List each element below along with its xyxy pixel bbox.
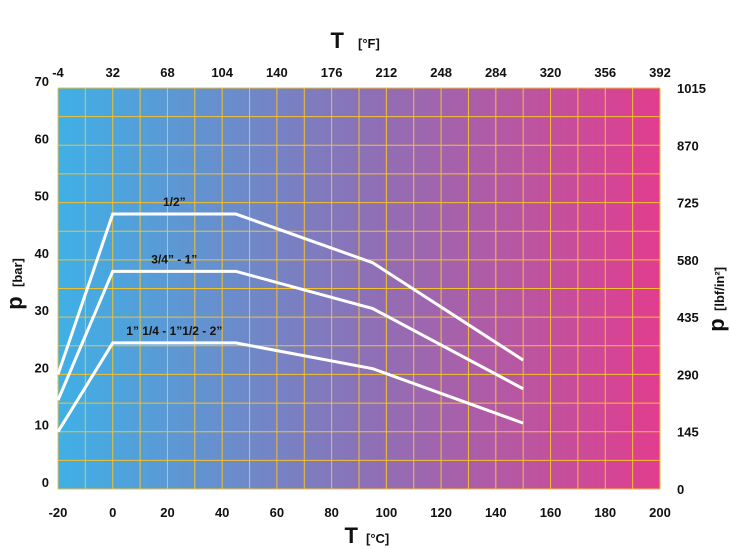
top-axis-symbol: T — [331, 28, 345, 53]
x2-tick-label: 284 — [485, 65, 507, 80]
right-axis-symbol: p — [704, 318, 729, 331]
left-axis-unit: [bar] — [10, 258, 25, 287]
series-line — [56, 269, 524, 401]
x-tick-label: 160 — [540, 505, 562, 520]
x-tick-label: 180 — [594, 505, 616, 520]
y2-tick-label: 1015 — [677, 81, 706, 96]
y2-tick-label: 145 — [677, 425, 699, 440]
y-tick-label: 60 — [35, 131, 49, 146]
x-tick-label: 40 — [215, 505, 229, 520]
x-tick-label: 20 — [160, 505, 174, 520]
x-tick-label: 80 — [324, 505, 338, 520]
series-line — [56, 212, 524, 375]
series-label: 1” 1/4 - 1”1/2 - 2” — [126, 324, 222, 338]
y2-tick-label: 0 — [677, 482, 684, 497]
left-axis-symbol: p — [2, 296, 27, 309]
top-axis-unit: [°F] — [358, 36, 380, 51]
y-tick-label: 40 — [35, 246, 49, 261]
x2-tick-label: -4 — [52, 65, 64, 80]
y2-tick-label: 870 — [677, 138, 699, 153]
y-tick-label: 20 — [35, 360, 49, 375]
y-tick-label: 50 — [35, 189, 49, 204]
bottom-axis-symbol: T — [345, 523, 359, 548]
y2-tick-label: 435 — [677, 310, 699, 325]
series-labels: 1/2” 3/4” - 1” 1” 1/4 - 1”1/2 - 2” — [126, 195, 222, 338]
x2-tick-label: 68 — [160, 65, 174, 80]
y-tick-label: 70 — [35, 74, 49, 89]
x-tick-label: 120 — [430, 505, 452, 520]
bottom-axis-unit: [°C] — [366, 531, 389, 546]
tick-labels: -20 0 20 40 60 80 100 120 140 160 180 200-4 32 68 104 1… — [35, 65, 706, 520]
x2-tick-label: 104 — [211, 65, 233, 80]
y2-tick-label: 580 — [677, 253, 699, 268]
x2-tick-label: 356 — [594, 65, 616, 80]
x2-tick-label: 392 — [649, 65, 671, 80]
x-tick-label: 0 — [109, 505, 116, 520]
series-label: 3/4” - 1” — [151, 252, 197, 266]
x2-tick-label: 212 — [376, 65, 398, 80]
right-axis-unit: [lbf/in²] — [712, 267, 727, 311]
y2-tick-label: 290 — [677, 367, 699, 382]
x2-tick-label: 32 — [105, 65, 119, 80]
y2-tick-label: 725 — [677, 196, 699, 211]
x-tick-label: 60 — [270, 505, 284, 520]
x-tick-label: 140 — [485, 505, 507, 520]
x-tick-label: 100 — [376, 505, 398, 520]
x-tick-label: 200 — [649, 505, 671, 520]
y-tick-label: 10 — [35, 418, 49, 433]
x2-tick-label: 320 — [540, 65, 562, 80]
y-tick-label: 30 — [35, 303, 49, 318]
series-label: 1/2” — [163, 195, 186, 209]
series-lines — [56, 212, 524, 433]
x2-tick-label: 176 — [321, 65, 343, 80]
y-tick-label: 0 — [42, 475, 49, 490]
x-tick-label: -20 — [49, 505, 68, 520]
x2-tick-label: 140 — [266, 65, 288, 80]
x2-tick-label: 248 — [430, 65, 452, 80]
series-line — [56, 341, 524, 433]
